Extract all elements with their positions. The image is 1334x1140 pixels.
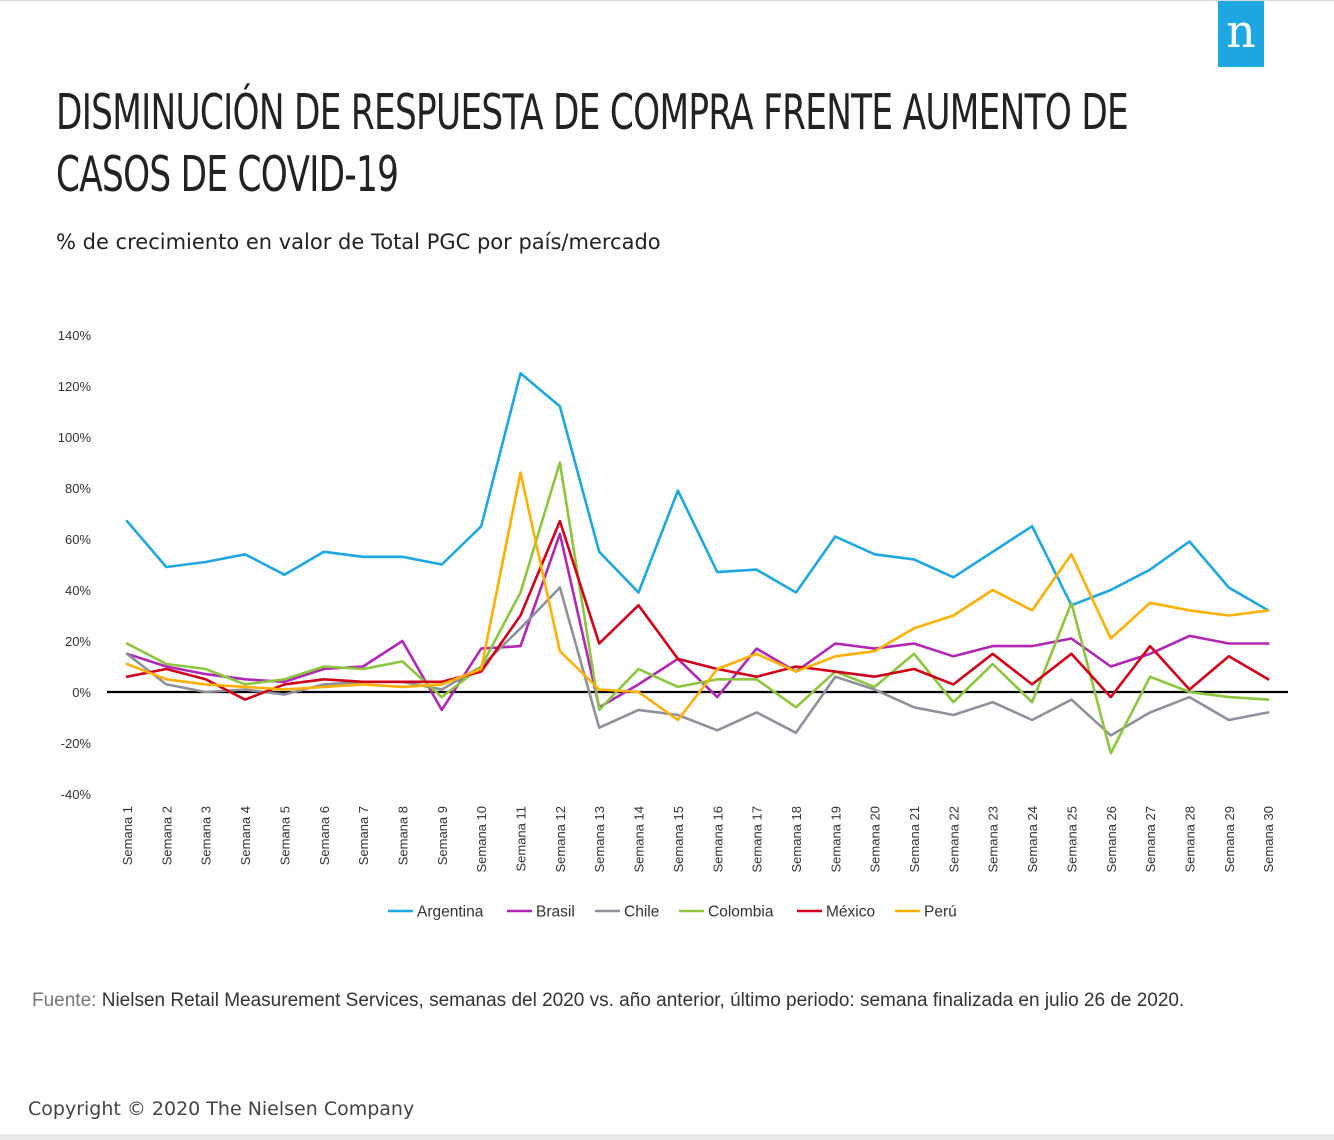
x-tick-label: Semana 24 <box>1025 806 1040 873</box>
y-tick-label: -20% <box>61 736 92 751</box>
x-tick-label: Semana 7 <box>356 806 371 865</box>
x-tick-label: Semana 4 <box>238 806 253 865</box>
x-tick-label: Semana 10 <box>474 806 489 873</box>
x-tick-label: Semana 6 <box>317 806 332 865</box>
legend-label-chile: Chile <box>624 904 659 921</box>
page-title: DISMINUCIÓN DE RESPUESTA DE COMPRA FRENT… <box>56 84 1129 203</box>
x-tick-label: Semana 2 <box>159 806 174 865</box>
x-tick-label: Semana 23 <box>986 806 1001 873</box>
series-line-perú <box>125 471 1270 722</box>
x-tick-label: Semana 8 <box>395 806 410 865</box>
x-tick-label: Semana 11 <box>514 806 529 872</box>
x-tick-label: Semana 25 <box>1064 806 1079 873</box>
x-tick-label: Semana 21 <box>907 806 922 873</box>
y-tick-label: 20% <box>65 634 91 649</box>
bottom-border <box>0 1134 1334 1140</box>
chart-subtitle: % de crecimiento en valor de Total PGC p… <box>56 230 661 254</box>
source-label: Fuente: <box>32 990 97 1011</box>
logo-letter: n <box>1226 4 1256 58</box>
x-tick-label: Semana 30 <box>1261 806 1276 873</box>
x-tick-label: Semana 5 <box>277 806 292 865</box>
x-tick-label: Semana 13 <box>592 806 607 873</box>
y-tick-label: 0% <box>72 685 91 700</box>
x-tick-label: Semana 20 <box>868 806 883 873</box>
y-tick-label: -40% <box>61 787 92 802</box>
x-tick-label: Semana 12 <box>553 806 568 873</box>
legend-label-brasil: Brasil <box>536 904 575 921</box>
x-tick-label: Semana 9 <box>435 806 450 865</box>
x-tick-label: Semana 26 <box>1104 806 1119 873</box>
copyright: Copyright © 2020 The Nielsen Company <box>28 1098 415 1120</box>
x-tick-label: Semana 18 <box>789 806 804 873</box>
legend-label-méxico: México <box>826 904 875 921</box>
x-tick-label: Semana 27 <box>1143 806 1158 873</box>
nielsen-logo-icon: n <box>1218 1 1264 67</box>
y-tick-label: 100% <box>58 430 92 445</box>
legend-label-argentina: Argentina <box>417 904 484 921</box>
y-tick-label: 140% <box>58 328 92 343</box>
x-tick-label: Semana 22 <box>946 806 961 873</box>
y-tick-label: 40% <box>65 583 91 598</box>
x-tick-label: Semana 15 <box>671 806 686 873</box>
source-note: Fuente: Nielsen Retail Measurement Servi… <box>32 990 1184 1012</box>
x-tick-label: Semana 1 <box>120 806 135 865</box>
line-chart: -40% -20% 0% 20% 40% 60% 80% 100% 120% 140% Seman… <box>58 328 1288 921</box>
series-line-brasil <box>125 532 1270 712</box>
x-tick-label: Semana 28 <box>1182 806 1197 873</box>
y-tick-label: 80% <box>65 481 91 496</box>
x-tick-label: Semana 3 <box>199 806 214 865</box>
y-axis: -40% -20% 0% 20% 40% 60% 80% 100% 120% 140% <box>58 328 92 802</box>
series-line-argentina <box>125 371 1270 612</box>
legend-label-colombia: Colombia <box>708 904 774 921</box>
x-tick-label: Semana 29 <box>1222 806 1237 873</box>
x-tick-label: Semana 17 <box>750 806 765 873</box>
x-tick-label: Semana 14 <box>632 806 647 873</box>
series-line-méxico <box>125 519 1270 701</box>
top-border <box>0 0 1334 1</box>
y-tick-label: 120% <box>58 379 92 394</box>
series-lines <box>125 371 1270 755</box>
legend: Argentina Brasil Chile Colombia México Perú <box>388 904 957 921</box>
y-tick-label: 60% <box>65 532 91 547</box>
x-axis: Semana 1 Semana 2 Semana 3 Semana 4 Semana 5… <box>120 806 1276 873</box>
x-tick-label: Semana 19 <box>828 806 843 873</box>
source-text: Nielsen Retail Measurement Services, sem… <box>101 990 1185 1011</box>
legend-label-perú: Perú <box>924 904 957 921</box>
series-line-colombia <box>125 461 1270 755</box>
x-tick-label: Semana 16 <box>710 806 725 873</box>
